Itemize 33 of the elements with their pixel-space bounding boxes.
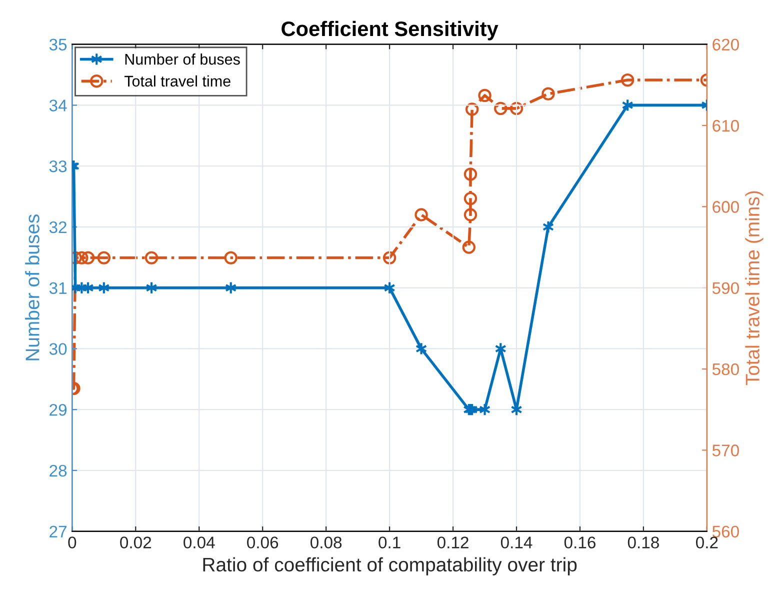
y2-tick-label: 560 (712, 526, 739, 538)
x-tick-label: 0.06 (247, 536, 278, 548)
y2-tick-label: 620 (712, 38, 739, 51)
x-tick-label: 0.1 (378, 536, 400, 548)
y-tick-label: 32 (49, 221, 66, 234)
x-tick-label: 0.02 (120, 536, 152, 548)
y-tick-label: 33 (49, 160, 67, 172)
y2-tick-label: 580 (712, 363, 739, 376)
y-tick-label: 35 (49, 38, 67, 51)
y-axis-title: Number of buses (25, 214, 40, 360)
y2-tick-label: 600 (712, 201, 739, 213)
y-tick-label: 34 (49, 100, 67, 112)
y-tick-label: 29 (50, 404, 67, 416)
y-tick-label: 27 (50, 526, 66, 538)
legend-label: Total travel time (124, 75, 230, 87)
y2-axis-title: Total travel time (mins) (745, 191, 764, 386)
x-tick-label: 0.18 (628, 536, 659, 548)
y2-tick-label: 570 (712, 444, 739, 456)
x-tick-label: 0.08 (310, 536, 342, 548)
y-tick-label: 30 (49, 343, 67, 355)
legend-label: Number of buses (125, 53, 240, 65)
x-tick-label: 0.16 (564, 536, 596, 548)
x-tick-label: 0.04 (184, 536, 215, 548)
x-tick-label: 0.2 (696, 536, 718, 548)
x-tick-label: 0 (68, 536, 76, 548)
x-tick-label: 0.12 (437, 536, 468, 548)
y-tick-label: 31 (49, 282, 66, 294)
x-axis-title: Ratio of coefficient of compatability over trip (203, 557, 577, 576)
y-tick-label: 28 (50, 464, 67, 477)
y2-tick-label: 590 (712, 282, 739, 294)
chart-title: Coefficient Sensitivity (282, 20, 498, 40)
x-tick-label: 0.14 (500, 536, 532, 548)
y2-tick-label: 610 (712, 120, 739, 132)
